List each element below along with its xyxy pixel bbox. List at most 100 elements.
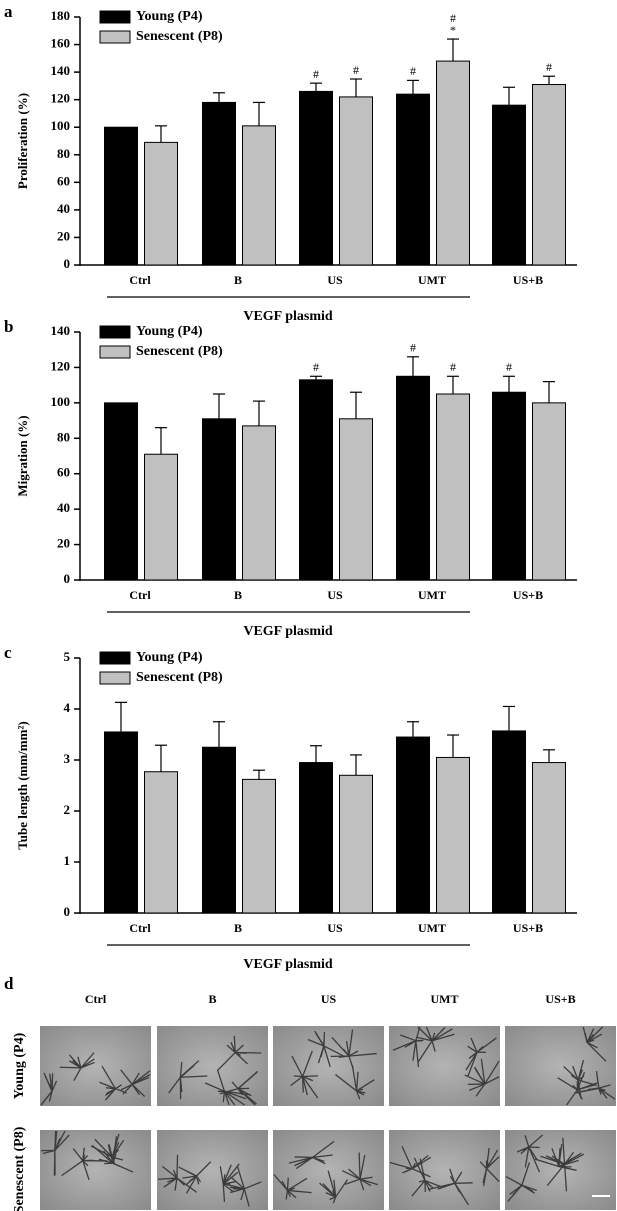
- cell-process: [467, 1045, 478, 1053]
- cell-process: [217, 1070, 226, 1092]
- cell-process: [179, 1064, 195, 1078]
- cell-process: [115, 1088, 127, 1094]
- cell-process: [509, 1184, 523, 1195]
- micrograph-background: [40, 1130, 151, 1210]
- significance-mark: *: [450, 23, 456, 37]
- cell-process: [486, 1168, 500, 1182]
- cell-process: [131, 1072, 140, 1085]
- micrograph: [389, 1130, 500, 1210]
- cell-process: [287, 1189, 312, 1194]
- micrograph-background: [273, 1026, 384, 1106]
- micrograph-background: [157, 1130, 268, 1210]
- y-axis-label: Proliferation (%): [15, 93, 30, 189]
- cell-process: [224, 1090, 245, 1106]
- cell-process: [528, 1146, 541, 1173]
- x-tick-label: US+B: [513, 273, 543, 287]
- cell-process: [417, 1026, 433, 1042]
- micrograph-background: [389, 1130, 500, 1210]
- bar: [396, 93, 430, 266]
- cell-process: [411, 1180, 426, 1197]
- cell-process: [230, 1176, 245, 1190]
- micrograph: [389, 1026, 500, 1106]
- cell-process: [400, 1034, 417, 1042]
- cell-process: [479, 1161, 488, 1170]
- cell-process: [320, 1045, 325, 1057]
- cell-process: [424, 1180, 431, 1192]
- error-bar: [155, 427, 167, 455]
- cell-process: [524, 1135, 530, 1148]
- cell-process: [355, 1090, 361, 1100]
- x-tick-label: US: [327, 273, 343, 287]
- cell-process: [68, 1054, 82, 1069]
- cell-process: [558, 1152, 582, 1168]
- cell-process: [312, 1156, 325, 1163]
- cell-process: [392, 1040, 417, 1051]
- cell-process: [322, 1183, 337, 1198]
- cell-process: [586, 1041, 607, 1062]
- error-bar: [407, 79, 419, 95]
- bar: [532, 84, 566, 266]
- cell-process: [563, 1164, 568, 1192]
- cell-process: [521, 1184, 537, 1191]
- bar: [339, 96, 373, 266]
- cell-process: [401, 1146, 413, 1169]
- cell-process: [482, 1168, 488, 1184]
- error-bar: [155, 125, 167, 143]
- cell-process: [295, 1156, 313, 1170]
- x-tick-label: US+B: [513, 588, 543, 602]
- cell-process: [356, 1079, 375, 1092]
- error-bar: [543, 381, 555, 403]
- cell-process: [176, 1177, 185, 1186]
- legend-swatch: [99, 651, 131, 665]
- cell-process: [157, 1177, 177, 1180]
- y-tick-label: 5: [64, 649, 71, 664]
- cell-process: [425, 1026, 433, 1042]
- significance-mark: #: [546, 60, 552, 74]
- cell-process: [586, 1039, 595, 1043]
- y-tick-label: 40: [57, 500, 70, 515]
- bar: [492, 391, 526, 581]
- cell-process: [189, 1175, 197, 1182]
- error-bar: [447, 734, 459, 758]
- micrograph: [505, 1130, 616, 1210]
- cell-process: [288, 1156, 313, 1164]
- y-tick-label: 120: [51, 358, 71, 373]
- cell-process: [40, 1090, 53, 1106]
- y-tick-label: 160: [51, 36, 71, 51]
- y-tick-label: 100: [51, 394, 71, 409]
- cell-process: [131, 1076, 150, 1086]
- legend-swatch: [99, 30, 131, 44]
- cell-process: [470, 1037, 478, 1053]
- y-tick-label: 60: [57, 173, 70, 188]
- x-tick-label: B: [234, 921, 242, 935]
- cell-process: [51, 1073, 54, 1092]
- cell-process: [187, 1171, 197, 1177]
- cell-process: [416, 1036, 433, 1042]
- cell-process: [104, 1088, 116, 1101]
- significance-mark: #: [410, 64, 416, 78]
- y-tick-label: 1: [64, 853, 71, 868]
- bar: [299, 90, 333, 266]
- cell-process: [82, 1160, 89, 1167]
- cell-process: [59, 1066, 81, 1069]
- significance-mark: #: [313, 67, 319, 81]
- cell-process: [484, 1076, 500, 1085]
- cell-process: [348, 1050, 359, 1057]
- bar: [202, 101, 236, 266]
- cell-process: [301, 1076, 308, 1096]
- cell-process: [359, 1178, 378, 1186]
- cell-process: [558, 1159, 579, 1168]
- bar: [532, 402, 566, 581]
- significance-mark: #: [410, 341, 416, 355]
- cell-process: [327, 1170, 337, 1198]
- y-tick-label: 60: [57, 465, 70, 480]
- cell-process: [325, 1192, 336, 1198]
- bar: [436, 393, 470, 581]
- x-tick-label: UMT: [418, 588, 446, 602]
- cell-process: [195, 1175, 202, 1183]
- cell-process: [240, 1188, 245, 1201]
- cell-process: [90, 1145, 113, 1158]
- cell-process: [44, 1076, 53, 1092]
- cell-process: [342, 1170, 361, 1180]
- cell-process: [196, 1161, 212, 1177]
